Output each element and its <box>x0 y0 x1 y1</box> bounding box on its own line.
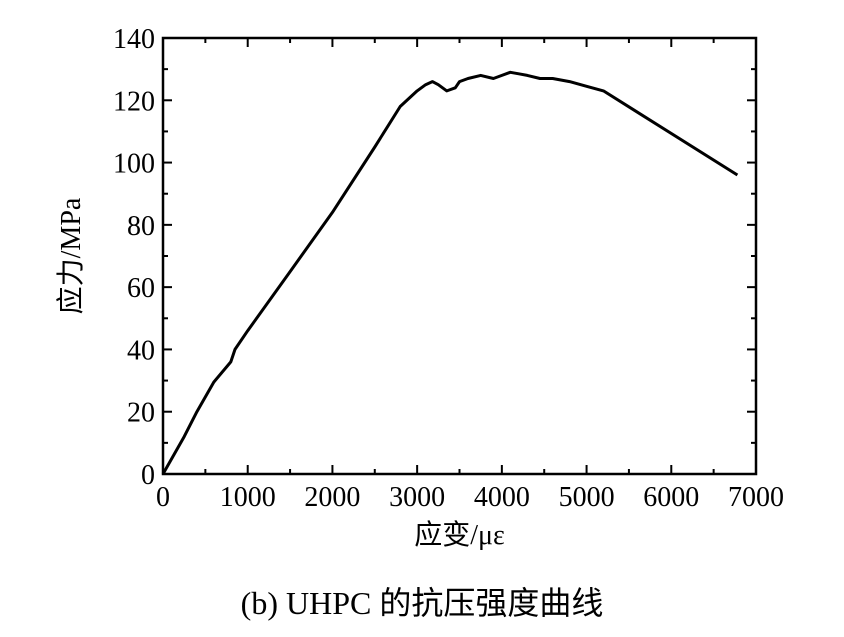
stress-strain-curve <box>161 70 739 475</box>
x-tick-label: 4000 <box>474 482 530 513</box>
y-tick-label: 20 <box>127 398 155 429</box>
x-axis-title: 应变/με <box>414 519 505 551</box>
ticks-layer <box>162 37 757 475</box>
figure-caption: (b) UHPC 的抗压强度曲线 <box>241 585 604 621</box>
x-tick-label: 3000 <box>389 482 445 513</box>
y-tick-label: 140 <box>113 24 155 55</box>
x-tick-label: 1000 <box>220 482 276 513</box>
x-tick-label: 6000 <box>643 482 699 513</box>
y-tick-label: 40 <box>127 335 155 366</box>
x-tick-label: 5000 <box>559 482 615 513</box>
plot-frame <box>161 36 758 476</box>
tick-labels-layer: 0 1000 2000 3000 4000 5000 6000 7000 0 20 40 60 80 10… <box>113 24 784 513</box>
y-tick-label: 100 <box>113 149 155 180</box>
y-tick-label: 60 <box>127 273 155 304</box>
x-tick-label: 7000 <box>728 482 784 513</box>
y-tick-label: 80 <box>127 211 155 242</box>
y-tick-label: 0 <box>141 460 155 491</box>
x-tick-label: 0 <box>156 482 170 513</box>
x-tick-label: 2000 <box>304 482 360 513</box>
y-tick-label: 120 <box>113 86 155 117</box>
y-axis-title: 应力/MPa <box>55 197 87 314</box>
